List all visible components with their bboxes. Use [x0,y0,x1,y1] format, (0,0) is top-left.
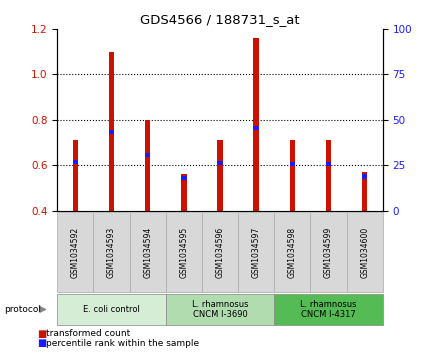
Text: GSM1034596: GSM1034596 [216,227,224,278]
Bar [253,126,259,130]
Bar [145,153,150,157]
Bar [362,175,367,179]
Text: percentile rank within the sample: percentile rank within the sample [46,339,199,347]
Text: GSM1034600: GSM1034600 [360,227,369,278]
Title: GDS4566 / 188731_s_at: GDS4566 / 188731_s_at [140,13,300,26]
Bar [109,52,114,211]
Bar [253,38,259,211]
Bar [326,162,331,166]
Bar [290,140,295,211]
Text: L. rhamnosus
CNCM I-3690: L. rhamnosus CNCM I-3690 [192,300,248,319]
Bar [73,140,78,211]
Text: GSM1034593: GSM1034593 [107,227,116,278]
Bar [181,176,187,180]
Bar [290,162,295,166]
Text: transformed count: transformed count [46,330,130,338]
Bar [73,160,78,164]
Bar [217,140,223,211]
Text: GSM1034595: GSM1034595 [180,227,188,278]
Text: ■: ■ [37,329,47,339]
Text: GSM1034597: GSM1034597 [252,227,260,278]
Text: GSM1034592: GSM1034592 [71,227,80,278]
Text: GSM1034598: GSM1034598 [288,227,297,278]
Text: E. coli control: E. coli control [83,305,140,314]
Text: L. rhamnosus
CNCM I-4317: L. rhamnosus CNCM I-4317 [300,300,357,319]
Bar [181,174,187,211]
Text: GSM1034599: GSM1034599 [324,227,333,278]
Bar [217,161,223,165]
Text: GSM1034594: GSM1034594 [143,227,152,278]
Bar [362,172,367,211]
Text: protocol: protocol [4,305,41,314]
Bar [109,130,114,134]
Bar [326,140,331,211]
Bar [145,120,150,211]
Text: ■: ■ [37,338,47,348]
